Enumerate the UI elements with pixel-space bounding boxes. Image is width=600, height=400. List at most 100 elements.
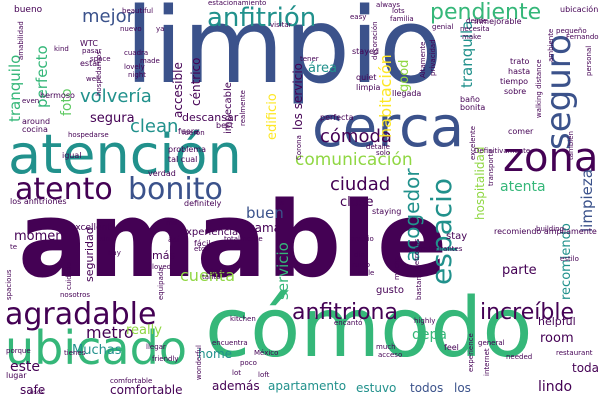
word: decoración bbox=[371, 21, 379, 60]
word: encuentra bbox=[212, 339, 248, 347]
word: tener bbox=[300, 55, 319, 63]
word: problema bbox=[168, 145, 207, 154]
word: familia bbox=[390, 15, 414, 23]
word: todos bbox=[410, 381, 444, 395]
word: hay bbox=[108, 249, 121, 257]
word: amable bbox=[18, 179, 448, 301]
word: acceso bbox=[378, 351, 403, 359]
word: ciudad bbox=[330, 174, 391, 195]
word: hospedarnos bbox=[95, 51, 103, 96]
word: night bbox=[128, 71, 147, 79]
word: well bbox=[86, 75, 100, 83]
word: detalle bbox=[366, 143, 390, 151]
word: totalmente bbox=[224, 235, 263, 243]
word: así bbox=[168, 235, 180, 244]
word: comfortable bbox=[110, 377, 153, 385]
word: llegar bbox=[146, 343, 166, 351]
word: cocina bbox=[22, 125, 48, 134]
word: cuenta bbox=[180, 266, 235, 285]
word: esos bbox=[30, 389, 44, 396]
word: volvería bbox=[80, 86, 152, 107]
word: lindo bbox=[538, 379, 573, 395]
word: loved bbox=[152, 263, 172, 271]
word: momento bbox=[14, 229, 77, 244]
word: genial bbox=[432, 23, 454, 31]
word: los anfitriones bbox=[10, 197, 67, 206]
word: tanto bbox=[202, 273, 221, 281]
word: excellent bbox=[70, 223, 111, 233]
word: ruido bbox=[352, 261, 370, 269]
word: limpieza bbox=[578, 169, 596, 232]
word: WTC bbox=[80, 39, 98, 48]
word: highly bbox=[414, 317, 436, 325]
word: ubicado bbox=[5, 321, 187, 375]
word: agradable bbox=[5, 297, 157, 332]
word: kitchen bbox=[230, 315, 256, 323]
word: home bbox=[198, 347, 233, 361]
word: apartamento bbox=[268, 379, 347, 393]
word: transporte bbox=[487, 149, 495, 186]
word: limpia bbox=[356, 83, 381, 92]
word: ambiente bbox=[547, 28, 555, 62]
word: make bbox=[462, 33, 482, 41]
word: también bbox=[567, 131, 575, 160]
word: anfitrión bbox=[207, 3, 317, 33]
word: buen bbox=[246, 204, 284, 222]
word: walking distance bbox=[535, 59, 543, 118]
word: nosotros bbox=[60, 291, 91, 299]
word: cuidado bbox=[65, 262, 73, 290]
word: helpful bbox=[538, 315, 576, 328]
word: ya bbox=[156, 25, 165, 33]
word: room bbox=[540, 331, 574, 346]
word: realmente bbox=[239, 90, 247, 126]
word: accesible bbox=[171, 62, 185, 118]
word: edificio bbox=[265, 93, 280, 140]
word: este bbox=[10, 359, 41, 375]
word: definitely bbox=[184, 199, 222, 208]
word: building bbox=[536, 225, 565, 233]
word: excelente bbox=[469, 125, 477, 160]
word: metrobus bbox=[413, 238, 421, 272]
word: cómodo bbox=[205, 281, 533, 376]
word: calle bbox=[358, 269, 375, 277]
word: needed bbox=[506, 353, 533, 361]
word: Muchas bbox=[72, 343, 122, 358]
word: Definitivamente bbox=[474, 147, 531, 155]
word: equipada bbox=[157, 267, 165, 300]
word: estar bbox=[80, 59, 101, 68]
word: zona bbox=[503, 135, 599, 181]
word: comunicación bbox=[295, 150, 413, 170]
word: clean bbox=[130, 116, 179, 137]
word: te bbox=[10, 243, 18, 251]
word: encantó bbox=[334, 319, 363, 327]
word: much bbox=[376, 343, 396, 351]
word: friendly bbox=[152, 355, 179, 363]
word: estacionamiento bbox=[208, 0, 267, 7]
word: recomiendo ampliamente bbox=[494, 227, 597, 236]
word: seguridad bbox=[83, 227, 96, 282]
word: pequeño bbox=[556, 27, 587, 35]
word: México bbox=[254, 349, 279, 357]
word: cuadra bbox=[124, 49, 149, 57]
word: visitar bbox=[270, 21, 292, 29]
word: poco bbox=[240, 359, 257, 367]
word: lovely bbox=[124, 63, 145, 71]
word: baño bbox=[460, 95, 480, 104]
word: Fernando bbox=[566, 33, 599, 41]
word: más bbox=[152, 249, 176, 262]
word: toda bbox=[572, 361, 600, 375]
word: really bbox=[126, 323, 162, 338]
word: fácil bbox=[194, 239, 211, 248]
word: verdad bbox=[148, 169, 176, 178]
word: pasar bbox=[82, 47, 102, 55]
word: bueno bbox=[14, 5, 43, 15]
word: lots bbox=[392, 7, 405, 15]
word: made bbox=[140, 57, 160, 65]
word: close bbox=[340, 195, 374, 210]
word: anfitriona bbox=[292, 300, 398, 325]
word: staying bbox=[372, 207, 402, 216]
word: Corona bbox=[295, 135, 303, 160]
word: best bbox=[216, 121, 234, 130]
word: mil bbox=[166, 219, 177, 227]
word: bonita bbox=[460, 103, 486, 112]
